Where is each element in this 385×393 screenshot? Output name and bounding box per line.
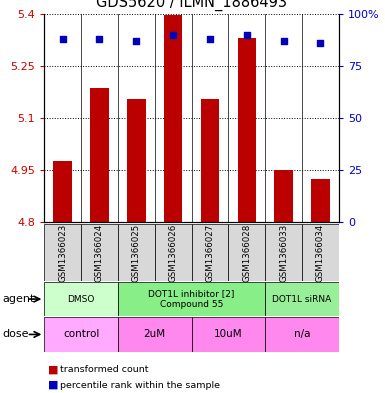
Bar	[81, 224, 118, 281]
Point	[244, 31, 250, 38]
Bar	[118, 224, 155, 281]
Bar	[265, 282, 339, 316]
Text: GSM1366024: GSM1366024	[95, 223, 104, 282]
Text: GSM1366028: GSM1366028	[242, 223, 251, 282]
Bar	[192, 224, 228, 281]
Point	[133, 38, 139, 44]
Bar	[44, 317, 118, 352]
Point	[60, 36, 66, 42]
Text: 2uM: 2uM	[144, 329, 166, 340]
Text: GSM1366023: GSM1366023	[58, 223, 67, 282]
Bar	[44, 224, 81, 281]
Bar	[265, 224, 302, 281]
Bar	[238, 38, 256, 222]
Text: GSM1366026: GSM1366026	[169, 223, 177, 282]
Bar	[311, 179, 330, 222]
Text: agent: agent	[2, 294, 34, 304]
Text: n/a: n/a	[294, 329, 310, 340]
Text: DOT1L siRNA: DOT1L siRNA	[272, 295, 331, 303]
Bar	[127, 99, 146, 222]
Bar	[164, 15, 182, 222]
Text: GSM1366034: GSM1366034	[316, 223, 325, 282]
Text: control: control	[63, 329, 99, 340]
Bar	[228, 224, 265, 281]
Bar	[90, 88, 109, 222]
Point	[207, 36, 213, 42]
Point	[170, 31, 176, 38]
Text: percentile rank within the sample: percentile rank within the sample	[60, 381, 220, 389]
Bar	[201, 99, 219, 222]
Text: GSM1366025: GSM1366025	[132, 223, 141, 282]
Bar	[118, 317, 192, 352]
Text: DMSO: DMSO	[67, 295, 95, 303]
Point	[317, 40, 323, 46]
Text: GSM1366033: GSM1366033	[279, 223, 288, 282]
Bar	[265, 317, 339, 352]
Point	[281, 38, 287, 44]
Bar	[192, 317, 265, 352]
Title: GDS5620 / ILMN_1886493: GDS5620 / ILMN_1886493	[96, 0, 287, 11]
Text: ■: ■	[48, 364, 59, 375]
Text: ■: ■	[48, 380, 59, 390]
Point	[96, 36, 102, 42]
Text: 10uM: 10uM	[214, 329, 243, 340]
Bar	[54, 161, 72, 222]
Text: GSM1366027: GSM1366027	[206, 223, 214, 282]
Text: transformed count: transformed count	[60, 365, 148, 374]
Bar	[118, 282, 265, 316]
Bar	[44, 282, 118, 316]
Bar	[155, 224, 192, 281]
Text: dose: dose	[2, 329, 28, 340]
Bar	[275, 170, 293, 222]
Text: DOT1L inhibitor [2]
Compound 55: DOT1L inhibitor [2] Compound 55	[148, 289, 235, 309]
Bar	[302, 224, 339, 281]
